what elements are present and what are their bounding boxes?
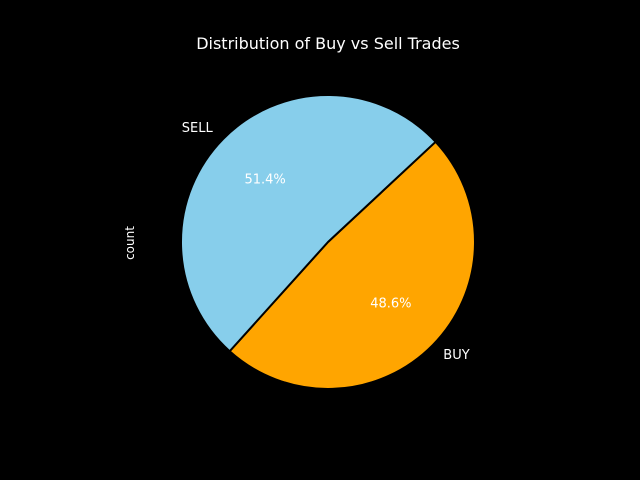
slice-label-buy: BUY [443, 348, 469, 363]
slice-percent-buy: 48.6% [370, 296, 411, 311]
y-axis-label: count [123, 226, 137, 260]
pie-slices [181, 95, 475, 389]
slice-percent-sell: 51.4% [244, 173, 285, 188]
slice-label-sell: SELL [182, 121, 214, 136]
chart-title: Distribution of Buy vs Sell Trades [196, 34, 460, 53]
